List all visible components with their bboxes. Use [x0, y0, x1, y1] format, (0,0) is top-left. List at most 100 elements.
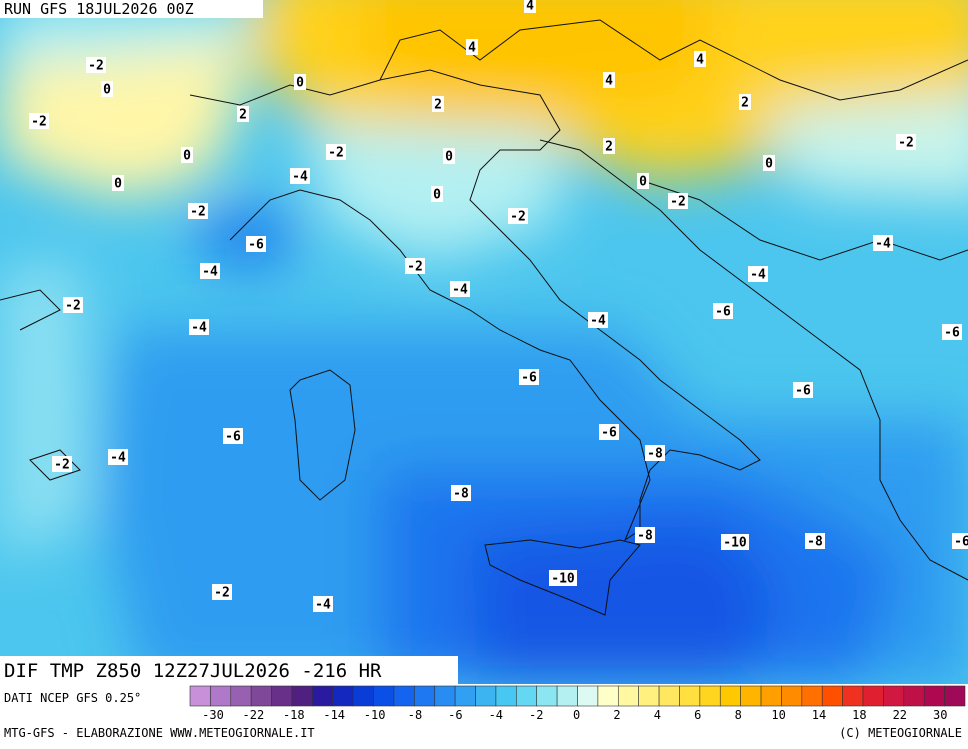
field-label: DIF TMP Z850 12Z27JUL2026 -216 HR [4, 660, 382, 682]
contour-label: -4 [202, 265, 218, 280]
colorbar-swatch [944, 685, 966, 707]
contour-label: -4 [315, 598, 331, 613]
colorbar-swatch [719, 685, 741, 707]
contour-label-box [108, 449, 128, 465]
contour-label-box [313, 596, 333, 612]
contour-label: -4 [590, 314, 606, 329]
field-box [0, 656, 458, 684]
colorbar-swatch [740, 685, 762, 707]
colorbar-tick-label: -8 [408, 708, 422, 722]
contour-label: 2 [239, 108, 247, 123]
colorbar-swatch [332, 685, 354, 707]
contour-label: -2 [214, 586, 230, 601]
colorbar-swatch [291, 685, 313, 707]
colorbar-swatch [923, 685, 945, 707]
contour-label: 0 [639, 175, 647, 190]
contour-label: -6 [225, 430, 241, 445]
source-label: DATI NCEP GFS 0.25° [4, 691, 141, 705]
contour-label-box [237, 106, 249, 122]
colorbar-tick-label: 22 [893, 708, 907, 722]
colorbar-swatch [352, 685, 374, 707]
contour-label-box [101, 81, 113, 97]
run-label: RUN GFS 18JUL2026 00Z [4, 0, 194, 18]
colorbar-swatch [210, 685, 232, 707]
contour-label: 4 [468, 41, 476, 56]
footer-right: (C) METEOGIORNALE [839, 726, 962, 740]
colorbar-tick-label: 14 [812, 708, 826, 722]
colorbar-swatch [414, 685, 436, 707]
contour-label-box [29, 113, 49, 129]
contour-label: -2 [65, 299, 81, 314]
contour-label: -2 [510, 210, 526, 225]
colorbar-tick-label: -4 [489, 708, 503, 722]
contour-label-box [942, 324, 962, 340]
contour-label-box [200, 263, 220, 279]
contour-label-box [549, 570, 577, 586]
coastlines [0, 19, 968, 616]
contour-label-box [603, 72, 615, 88]
colorbar-swatch [862, 685, 884, 707]
contour-label-box [290, 168, 310, 184]
colorbar-tick-label: -14 [323, 708, 345, 722]
field: 4 -2 0 4 4 0 4 2 2 -2 2 0 0 -2 2 -2 0 0 -4 0 -2 0 -2 -2 -6 -4 -2 -4… [0, 0, 968, 684]
colorbar-tick-label: 10 [771, 708, 785, 722]
contour-label-box [212, 584, 232, 600]
contour-label-box [748, 266, 768, 282]
contour-label-box [952, 533, 968, 549]
contour-label: -2 [898, 136, 914, 151]
contour-label: -4 [292, 170, 308, 185]
contour-label-box [52, 456, 72, 472]
contour-label-box [189, 319, 209, 335]
colorbar-swatch [516, 685, 538, 707]
contour-label: -2 [190, 205, 206, 220]
colorbar-swatch [454, 685, 476, 707]
colorbar-tick-label: -30 [202, 708, 224, 722]
contour-label: 2 [605, 140, 613, 155]
contour-label: 0 [114, 177, 122, 192]
colorbar-swatch [658, 685, 680, 707]
contour-label-box [721, 534, 749, 550]
colorbar-tick-label: 8 [735, 708, 742, 722]
contour-label: -4 [750, 268, 766, 283]
colorbar-tick-label: -6 [448, 708, 462, 722]
contour-label-box [432, 96, 444, 112]
colorbar: -30 -22 -18 -14 -10 -8 -6 -4 -2 0 2 4 6 8 10 14 18 22 30 [189, 685, 966, 722]
contour-label: -6 [795, 384, 811, 399]
colorbar-swatch [903, 685, 925, 707]
contour-label: -4 [452, 283, 468, 298]
colorbar-swatch [475, 685, 497, 707]
contour-label-box [246, 236, 266, 252]
colorbar-swatch [638, 685, 660, 707]
colorbar-tick-label: 0 [573, 708, 580, 722]
contour-label-box [188, 203, 208, 219]
contour-label-box [294, 74, 306, 90]
colorbar-tick-label: -22 [243, 708, 265, 722]
colorbar-tick-label: 4 [654, 708, 661, 722]
contour-label-box [603, 138, 615, 154]
contour-label-box [524, 0, 536, 13]
contour-label: -8 [637, 529, 653, 544]
contour-label: 0 [103, 83, 111, 98]
contour-label-box [431, 186, 443, 202]
colorbar-tick-label: 18 [852, 708, 866, 722]
contour-label: -4 [191, 321, 207, 336]
contour-label: -8 [807, 535, 823, 550]
contour-label-box [443, 148, 455, 164]
colorbar-tick-label: 6 [694, 708, 701, 722]
contour-label-box [739, 94, 751, 110]
contour-label: -6 [715, 305, 731, 320]
colorbar-swatch [617, 685, 639, 707]
contour-label: -2 [407, 260, 423, 275]
colorbar-tick-label: -10 [364, 708, 386, 722]
contour-label: 4 [526, 0, 534, 14]
contour-label: -6 [944, 326, 960, 341]
colorbar-swatch [495, 685, 517, 707]
colorbar-swatch [393, 685, 415, 707]
colorbar-swatch [760, 685, 782, 707]
contour-label: -8 [647, 447, 663, 462]
contour-label: -6 [954, 535, 968, 550]
contour-label: -2 [88, 59, 104, 74]
colorbar-swatch [679, 685, 701, 707]
contour-label-box [793, 382, 813, 398]
contour-label: 0 [445, 150, 453, 165]
